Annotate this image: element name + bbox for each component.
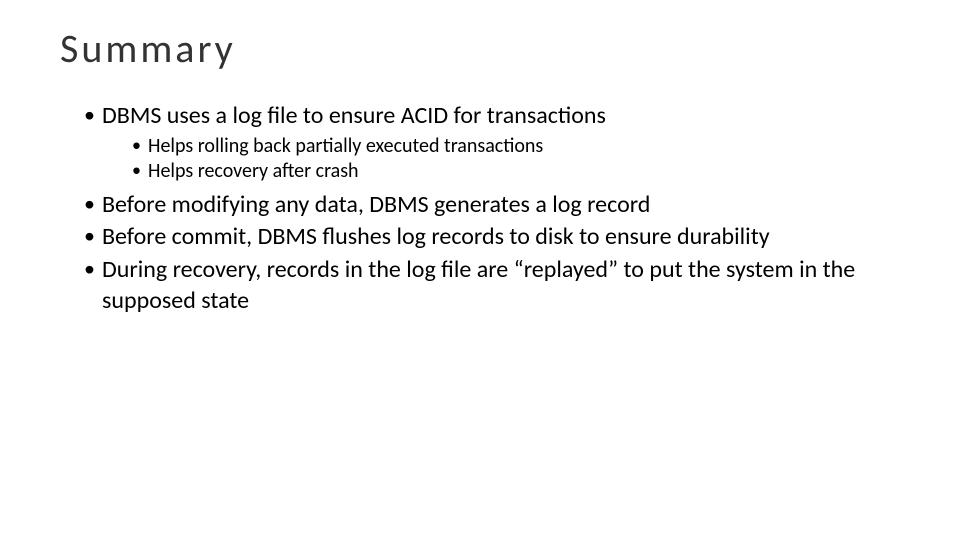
bullet-list-level1: DBMS uses a log file to ensure ACID for … [60, 101, 900, 317]
list-item: DBMS uses a log file to ensure ACID for … [84, 101, 900, 184]
list-item: During recovery, records in the log file… [84, 255, 900, 316]
bullet-list-level2: Helps rolling back partially executed tr… [102, 134, 900, 184]
list-item-text: Before commit, DBMS flushes log records … [102, 222, 770, 251]
slide-title: Summary [60, 24, 900, 73]
list-item: Helps recovery after crash [132, 159, 900, 184]
slide: Summary DBMS uses a log file to ensure A… [0, 0, 960, 540]
list-item-text: Before modifying any data, DBMS generate… [102, 190, 650, 219]
list-item-text: Helps rolling back partially executed tr… [148, 134, 543, 158]
list-item: Before commit, DBMS flushes log records … [84, 222, 900, 253]
list-item: Helps rolling back partially executed tr… [132, 134, 900, 159]
list-item-text: Helps recovery after crash [148, 159, 359, 183]
list-item: Before modifying any data, DBMS generate… [84, 190, 900, 221]
list-item-text: During recovery, records in the log file… [102, 255, 855, 315]
list-item-text: DBMS uses a log file to ensure ACID for … [102, 101, 606, 130]
